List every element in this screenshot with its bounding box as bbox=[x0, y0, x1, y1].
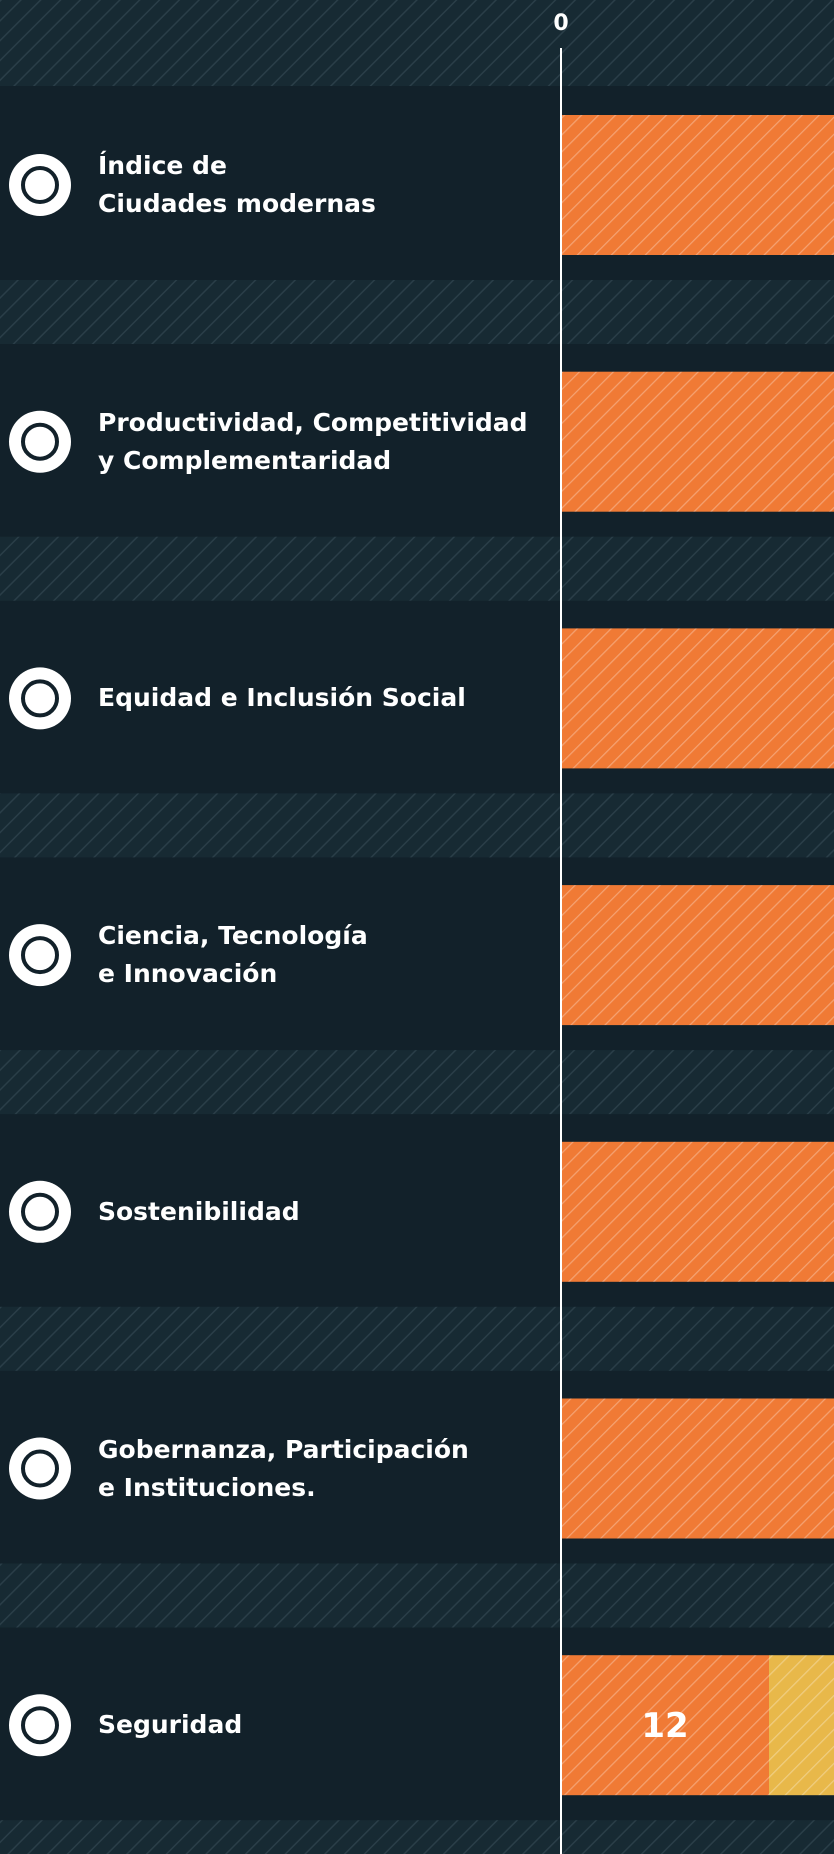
icon bbox=[9, 1180, 71, 1243]
icon bbox=[9, 924, 71, 987]
band bbox=[0, 793, 834, 858]
icon bbox=[9, 1437, 71, 1500]
band bbox=[0, 1820, 834, 1854]
icon bbox=[9, 667, 71, 730]
bar-segment bbox=[769, 1655, 834, 1796]
category-label: Seguridad bbox=[98, 1710, 243, 1740]
band bbox=[0, 0, 834, 86]
bar-segment bbox=[561, 371, 834, 512]
data-label: 12 bbox=[641, 1706, 688, 1746]
band bbox=[0, 1563, 834, 1628]
band bbox=[0, 1306, 834, 1371]
icon-inner bbox=[21, 1706, 59, 1745]
band bbox=[0, 1050, 834, 1115]
category-label: Sostenibilidad bbox=[98, 1196, 300, 1226]
bar-segment bbox=[561, 885, 834, 1026]
category-label: Gobernanza, Participación e Institucione… bbox=[98, 1434, 469, 1502]
icon-inner bbox=[21, 1192, 59, 1231]
bar-segment bbox=[561, 115, 834, 255]
band bbox=[0, 536, 834, 601]
icon-inner bbox=[21, 166, 59, 204]
icons bbox=[9, 154, 71, 1757]
category-label: Equidad e Inclusión Social bbox=[98, 683, 466, 713]
bar-segment bbox=[561, 1141, 834, 1282]
band bbox=[0, 280, 834, 344]
icon-inner bbox=[21, 679, 59, 718]
icon bbox=[9, 154, 71, 216]
category-label: Índice de Ciudades modernas bbox=[98, 151, 376, 218]
x-tick-label: 0 bbox=[553, 11, 568, 36]
category-label: Productividad, Competitividad y Compleme… bbox=[98, 407, 528, 475]
icon-inner bbox=[21, 1449, 59, 1488]
bar-segment bbox=[561, 1398, 834, 1539]
icon-inner bbox=[21, 936, 59, 975]
icon bbox=[9, 1694, 71, 1757]
category-label: Ciencia, Tecnología e Innovación bbox=[98, 921, 368, 989]
icon bbox=[9, 410, 71, 473]
icon-inner bbox=[21, 422, 59, 461]
bar-segment bbox=[561, 1655, 769, 1796]
bar-segment bbox=[561, 628, 834, 769]
